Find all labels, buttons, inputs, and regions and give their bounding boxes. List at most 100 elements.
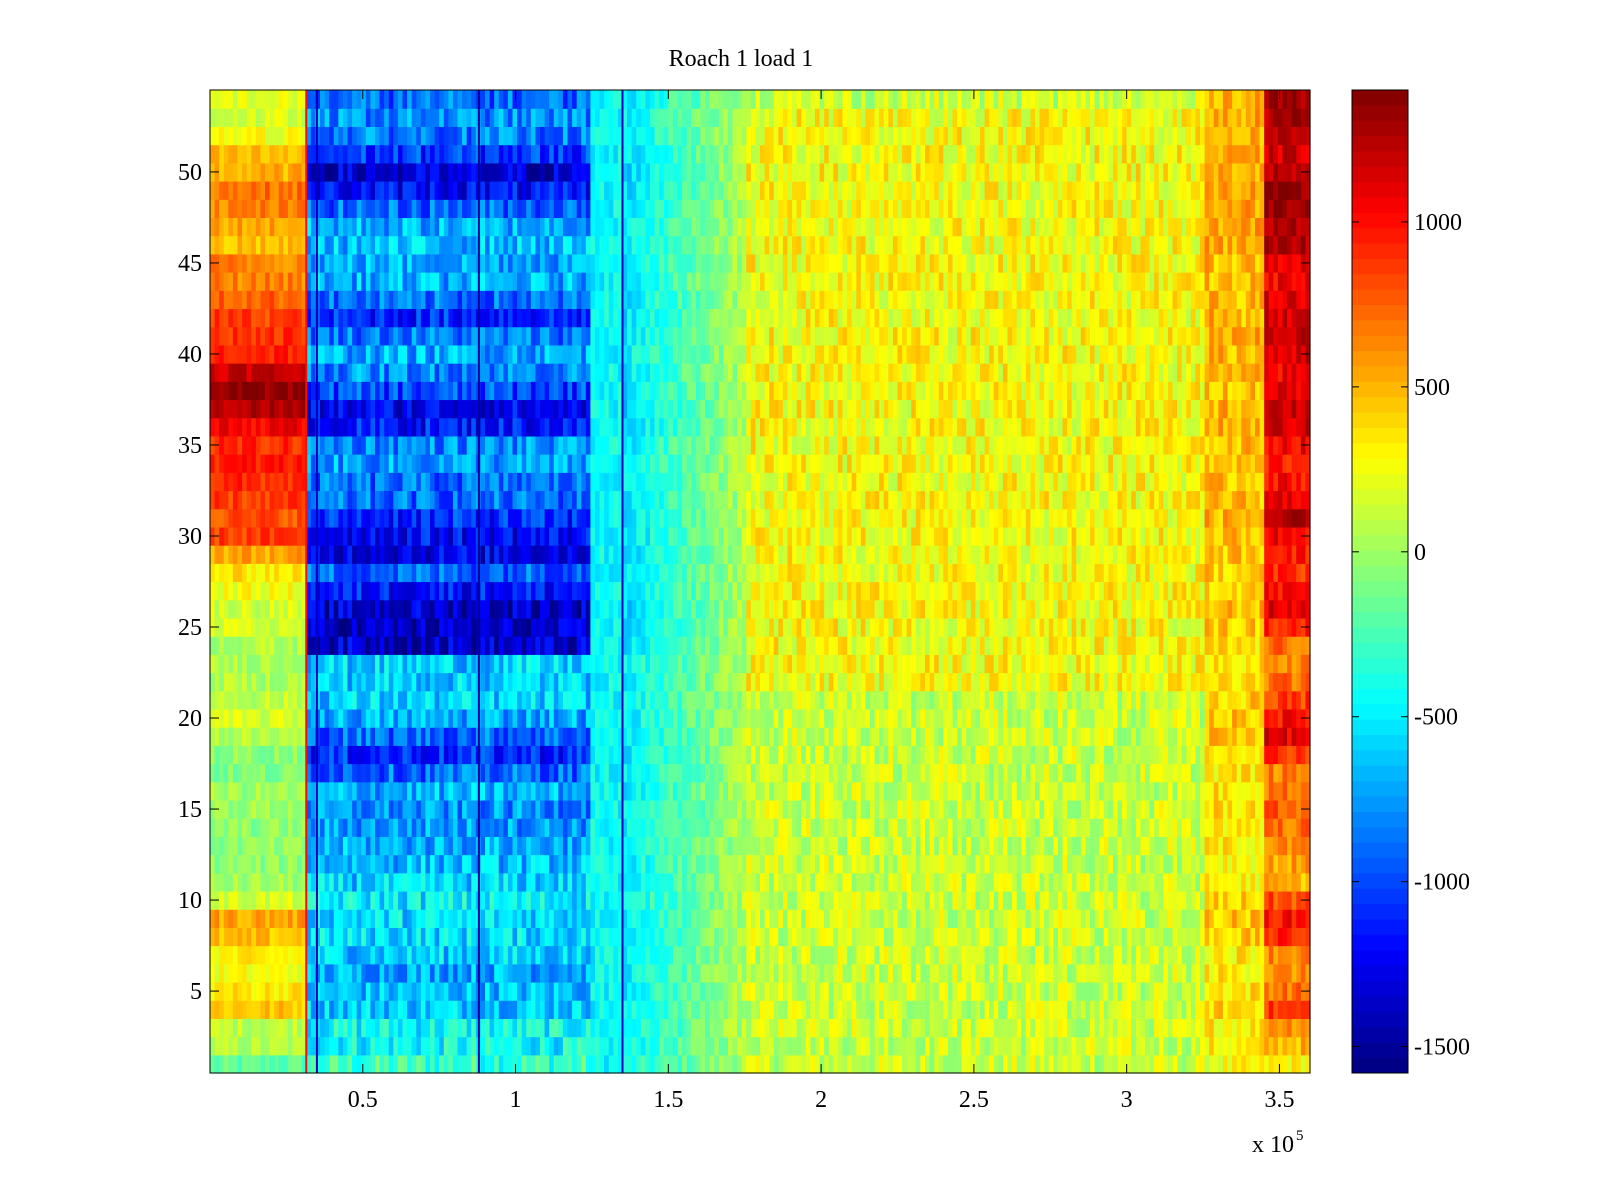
heatmap-cell	[356, 745, 362, 765]
heatmap-cell	[342, 890, 349, 910]
heatmap-cell	[489, 1054, 495, 1074]
heatmap-cell	[274, 1036, 280, 1056]
heatmap-cell	[824, 1000, 830, 1019]
heatmap-cell	[879, 781, 885, 801]
heatmap-cell	[837, 727, 844, 746]
heatmap-cell	[494, 909, 500, 928]
heatmap-cell	[572, 745, 578, 765]
heatmap-cell	[668, 981, 674, 1001]
heatmap-cell	[365, 708, 372, 728]
heatmap-cell	[947, 909, 954, 928]
heatmap-cell	[810, 1000, 816, 1019]
heatmap-cell	[860, 708, 867, 728]
heatmap-cell	[723, 818, 729, 837]
heatmap-cell	[471, 1000, 477, 1019]
heatmap-cell	[700, 763, 706, 783]
heatmap-cell	[223, 945, 229, 965]
heatmap-cell	[746, 963, 752, 983]
heatmap-cell	[549, 1054, 555, 1074]
heatmap-cell	[760, 781, 766, 801]
heatmap-cell	[232, 854, 239, 874]
heatmap-cell	[1103, 981, 1109, 1001]
heatmap-cell	[425, 745, 431, 765]
heatmap-cell	[727, 945, 734, 965]
heatmap-cell	[416, 854, 422, 874]
heatmap-cell	[911, 763, 917, 783]
heatmap-cell	[292, 745, 298, 765]
heatmap-cell	[870, 854, 876, 874]
heatmap-cell	[636, 763, 642, 783]
heatmap-cell	[1090, 727, 1096, 746]
heatmap-cell	[773, 708, 779, 728]
heatmap-cell	[1305, 836, 1311, 856]
heatmap-cell	[1177, 818, 1183, 837]
heatmap-cell	[925, 963, 931, 983]
heatmap-cell	[287, 1018, 294, 1038]
heatmap-cell	[1213, 909, 1219, 928]
heatmap-cell	[902, 1036, 908, 1056]
heatmap-cell	[773, 981, 779, 1001]
heatmap-cell	[562, 745, 569, 765]
heatmap-cell	[645, 1036, 651, 1056]
heatmap-cell	[714, 690, 720, 710]
heatmap-cell	[365, 963, 372, 983]
heatmap-cell	[860, 890, 867, 910]
heatmap-cell	[356, 1000, 362, 1019]
heatmap-cell	[439, 854, 445, 874]
heatmap-cell	[278, 909, 284, 928]
heatmap-cell	[860, 1000, 867, 1019]
heatmap-cell	[934, 745, 940, 765]
heatmap-cell	[833, 727, 839, 746]
heatmap-cell	[434, 781, 440, 801]
heatmap-cell	[718, 708, 724, 728]
heatmap-cell	[443, 690, 449, 710]
heatmap-cell	[1241, 1054, 1247, 1074]
heatmap-cell	[310, 890, 317, 910]
heatmap-cell	[452, 763, 459, 783]
heatmap-cell	[1062, 818, 1068, 837]
heatmap-cell	[384, 1000, 390, 1019]
heatmap-cell	[837, 963, 844, 983]
heatmap-cell	[370, 1000, 376, 1019]
heatmap-cell	[883, 727, 889, 746]
heatmap-cell	[879, 945, 885, 965]
heatmap-cell	[718, 1000, 724, 1019]
heatmap-cell	[860, 727, 867, 746]
heatmap-cell	[356, 818, 362, 837]
heatmap-cell	[961, 727, 967, 746]
heatmap-cell	[925, 909, 931, 928]
heatmap-cell	[1044, 1054, 1050, 1074]
heatmap-cell	[837, 745, 844, 765]
heatmap-cell	[1222, 763, 1229, 783]
heatmap-cell	[462, 854, 468, 874]
heatmap-cell	[1268, 909, 1274, 928]
heatmap-cell	[347, 1054, 353, 1074]
heatmap-cell	[613, 945, 619, 965]
heatmap-cell	[370, 981, 376, 1001]
heatmap-cell	[448, 927, 454, 947]
heatmap-cell	[361, 745, 367, 765]
heatmap-cell	[938, 690, 944, 710]
heatmap-cell	[764, 963, 770, 983]
heatmap-cell	[1112, 745, 1119, 765]
heatmap-cell	[1021, 963, 1027, 983]
heatmap-cell	[938, 981, 944, 1001]
heatmap-cell	[379, 836, 385, 856]
heatmap-cell	[255, 745, 262, 765]
heatmap-cell	[755, 981, 761, 1001]
heatmap-cell	[251, 818, 257, 837]
heatmap-cell	[430, 890, 436, 910]
heatmap-cell	[888, 836, 894, 856]
heatmap-cell	[521, 872, 527, 892]
heatmap-cell	[521, 708, 527, 728]
heatmap-cell	[998, 927, 1004, 947]
heatmap-cell	[902, 981, 908, 1001]
heatmap-cell	[228, 981, 234, 1001]
heatmap-cell	[434, 1054, 440, 1074]
heatmap-cell	[457, 981, 463, 1001]
heatmap-cell	[631, 909, 637, 928]
heatmap-cell	[347, 799, 353, 819]
heatmap-cell	[471, 745, 477, 765]
heatmap-cell	[970, 854, 977, 874]
heatmap-cell	[297, 818, 303, 837]
